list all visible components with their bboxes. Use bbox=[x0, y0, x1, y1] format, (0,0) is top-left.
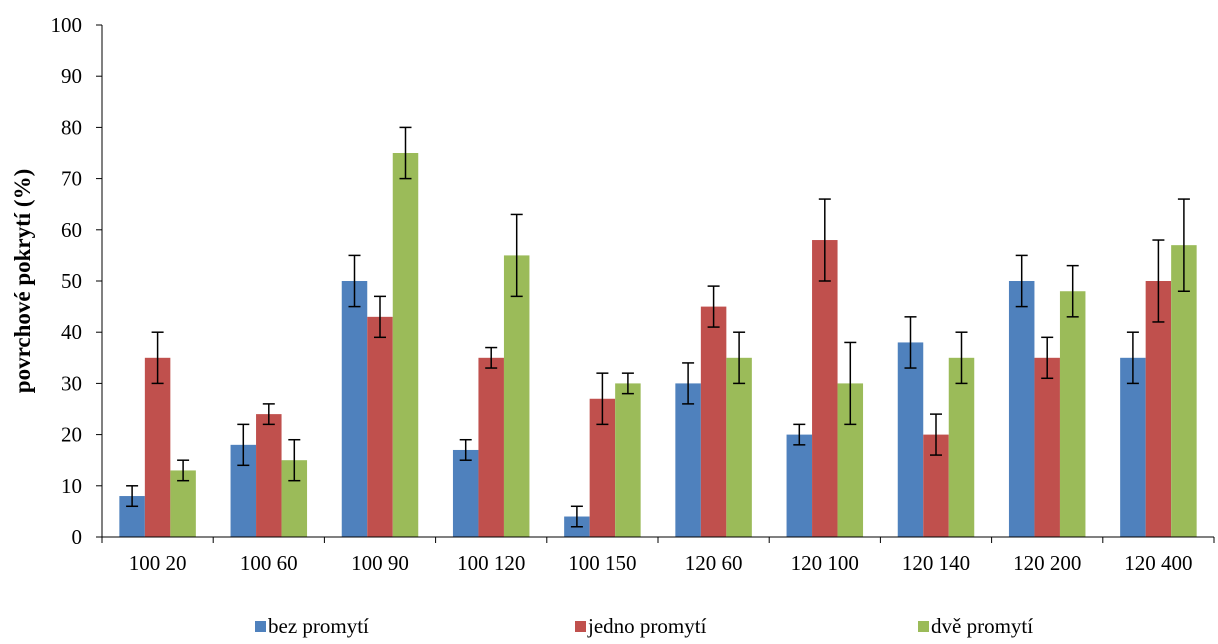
x-tick-label: 100 150 bbox=[568, 551, 636, 575]
bar bbox=[341, 281, 368, 537]
x-tick-label: 100 90 bbox=[351, 551, 409, 575]
y-tick-label: 20 bbox=[61, 423, 82, 447]
y-tick-label: 70 bbox=[61, 167, 82, 191]
x-tick-label: 120 200 bbox=[1013, 551, 1081, 575]
bar bbox=[478, 357, 504, 537]
x-tick-label: 120 60 bbox=[685, 551, 743, 575]
bar bbox=[144, 357, 171, 537]
y-tick-label: 40 bbox=[61, 320, 82, 344]
legend-label: jedno promytí bbox=[587, 614, 707, 638]
x-tick-label: 100 120 bbox=[457, 551, 525, 575]
bar bbox=[1171, 245, 1197, 537]
y-tick-label: 100 bbox=[51, 13, 83, 37]
y-tick-label: 10 bbox=[61, 474, 82, 498]
bar bbox=[1059, 291, 1086, 537]
bar bbox=[367, 316, 393, 537]
legend-swatch bbox=[918, 621, 929, 632]
x-tick-label: 120 140 bbox=[902, 551, 970, 575]
y-tick-label: 30 bbox=[61, 371, 82, 395]
bar bbox=[1034, 357, 1060, 537]
bar bbox=[948, 357, 975, 537]
x-tick-label: 120 400 bbox=[1124, 551, 1192, 575]
x-tick-labels: 100 20 100 60 100 90 100 120 100 150 120 60 12… bbox=[101, 537, 1215, 575]
bar bbox=[452, 449, 479, 537]
y-tick-label: 50 bbox=[61, 269, 82, 293]
bar bbox=[615, 383, 641, 537]
bar bbox=[503, 255, 530, 537]
bars-layer bbox=[119, 153, 1197, 538]
bar bbox=[1120, 357, 1146, 537]
x-tick-label: 120 100 bbox=[791, 551, 859, 575]
x-tick-label: 100 20 bbox=[129, 551, 187, 575]
legend-label: dvě promytí bbox=[931, 614, 1033, 638]
bar bbox=[700, 306, 727, 537]
y-axis-label: povrchové pokrytí (%) bbox=[10, 169, 35, 393]
y-tick-label: 0 bbox=[72, 525, 83, 549]
bar bbox=[1145, 281, 1172, 537]
x-tick-label: 100 60 bbox=[240, 551, 298, 575]
legend-swatch bbox=[255, 621, 266, 632]
bar bbox=[897, 342, 924, 537]
bar bbox=[786, 434, 813, 537]
bar bbox=[170, 470, 196, 537]
legend-label: bez promytí bbox=[268, 614, 369, 638]
bar bbox=[675, 383, 701, 537]
bar bbox=[392, 153, 419, 537]
bar bbox=[1008, 281, 1035, 537]
y-tick-label: 80 bbox=[61, 115, 82, 139]
bar bbox=[812, 240, 838, 538]
y-ticks: 0 10 20 30 40 50 60 70 80 90 100 bbox=[51, 13, 102, 549]
bar bbox=[256, 414, 282, 537]
y-tick-label: 90 bbox=[61, 64, 82, 88]
error-bars-layer bbox=[126, 126, 1190, 528]
bar bbox=[726, 357, 752, 537]
legend: bez promytí jedno promytí dvě promytí bbox=[255, 614, 1033, 638]
y-tick-label: 60 bbox=[61, 218, 82, 242]
legend-swatch bbox=[575, 621, 586, 632]
